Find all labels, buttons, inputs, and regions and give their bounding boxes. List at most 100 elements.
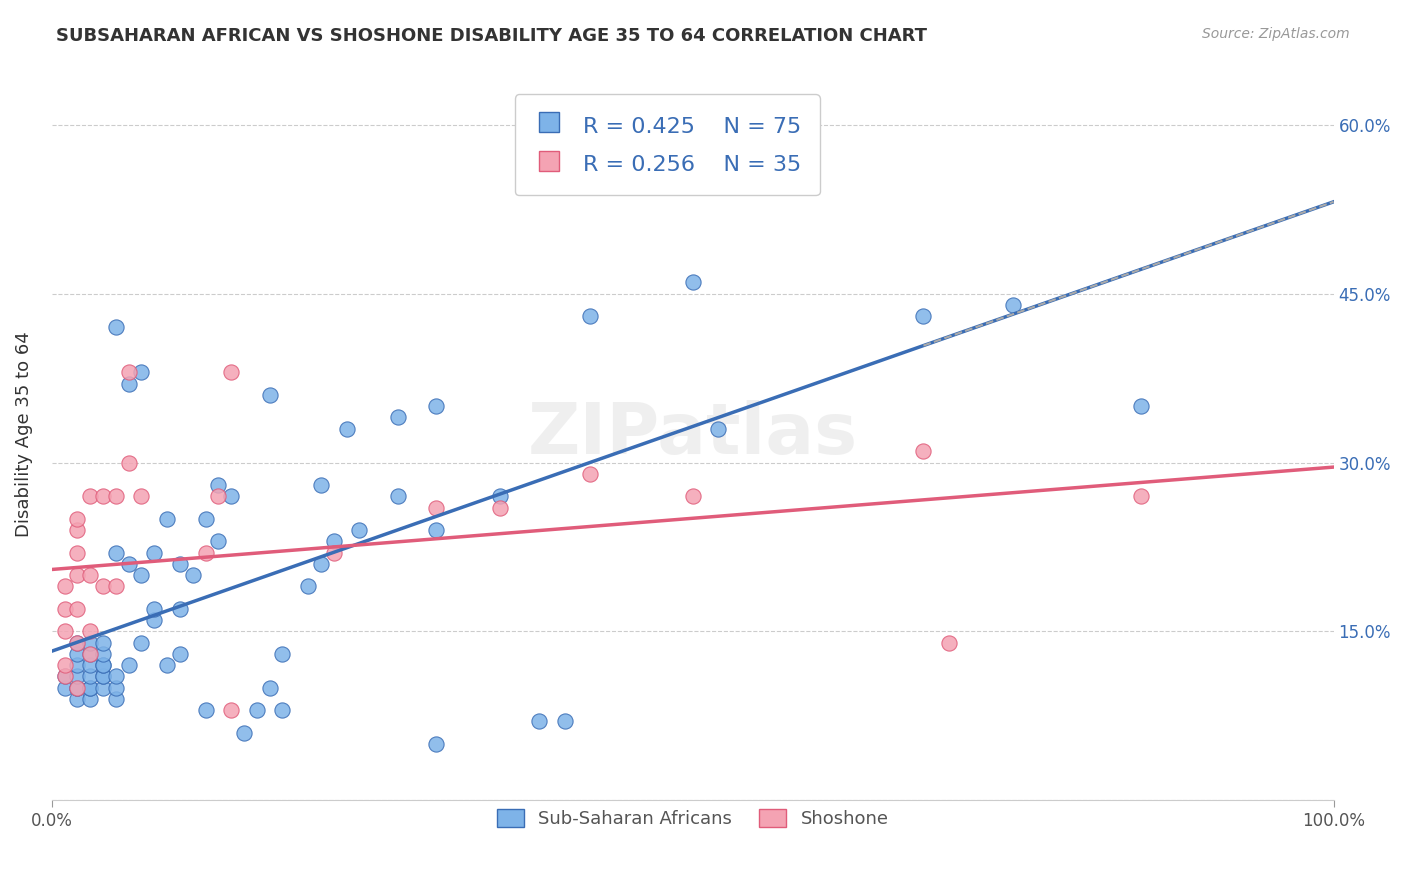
Point	[91, 669, 114, 683]
Point	[91, 647, 114, 661]
Point	[169, 557, 191, 571]
Point	[66, 635, 89, 649]
Point	[53, 579, 76, 593]
Point	[79, 647, 101, 661]
Point	[91, 635, 114, 649]
Point	[156, 512, 179, 526]
Point	[79, 635, 101, 649]
Point	[349, 523, 371, 537]
Point	[425, 523, 447, 537]
Point	[219, 366, 242, 380]
Point	[207, 534, 229, 549]
Point	[118, 456, 141, 470]
Point	[259, 388, 281, 402]
Point	[181, 568, 204, 582]
Point	[66, 692, 89, 706]
Point	[53, 681, 76, 695]
Point	[707, 422, 730, 436]
Y-axis label: Disability Age 35 to 64: Disability Age 35 to 64	[15, 332, 32, 537]
Point	[104, 669, 127, 683]
Point	[219, 703, 242, 717]
Point	[131, 568, 153, 582]
Point	[104, 545, 127, 559]
Point	[104, 489, 127, 503]
Point	[66, 523, 89, 537]
Point	[118, 376, 141, 391]
Point	[271, 703, 294, 717]
Point	[66, 647, 89, 661]
Point	[66, 681, 89, 695]
Point	[553, 714, 575, 729]
Point	[194, 703, 217, 717]
Point	[194, 545, 217, 559]
Point	[79, 647, 101, 661]
Point	[219, 489, 242, 503]
Point	[131, 366, 153, 380]
Point	[118, 366, 141, 380]
Point	[104, 579, 127, 593]
Point	[66, 635, 89, 649]
Point	[1002, 298, 1025, 312]
Point	[79, 489, 101, 503]
Point	[79, 681, 101, 695]
Point	[579, 309, 602, 323]
Point	[79, 568, 101, 582]
Point	[104, 681, 127, 695]
Point	[938, 635, 960, 649]
Point	[322, 534, 344, 549]
Point	[79, 624, 101, 639]
Point	[912, 444, 935, 458]
Point	[425, 500, 447, 515]
Point	[233, 725, 256, 739]
Point	[207, 478, 229, 492]
Point	[655, 174, 678, 188]
Point	[259, 681, 281, 695]
Point	[91, 681, 114, 695]
Text: SUBSAHARAN AFRICAN VS SHOSHONE DISABILITY AGE 35 TO 64 CORRELATION CHART: SUBSAHARAN AFRICAN VS SHOSHONE DISABILIT…	[56, 27, 927, 45]
Point	[53, 669, 76, 683]
Point	[91, 579, 114, 593]
Text: Source: ZipAtlas.com: Source: ZipAtlas.com	[1202, 27, 1350, 41]
Point	[156, 658, 179, 673]
Point	[91, 669, 114, 683]
Point	[309, 478, 332, 492]
Point	[322, 545, 344, 559]
Point	[118, 557, 141, 571]
Point	[246, 703, 269, 717]
Point	[79, 658, 101, 673]
Point	[118, 658, 141, 673]
Point	[297, 579, 319, 593]
Point	[169, 602, 191, 616]
Point	[489, 489, 512, 503]
Point	[53, 669, 76, 683]
Point	[194, 512, 217, 526]
Point	[336, 422, 359, 436]
Point	[66, 681, 89, 695]
Point	[53, 624, 76, 639]
Point	[271, 647, 294, 661]
Point	[1130, 399, 1153, 413]
Point	[66, 658, 89, 673]
Point	[143, 602, 166, 616]
Point	[387, 489, 409, 503]
Point	[169, 647, 191, 661]
Point	[66, 681, 89, 695]
Point	[79, 692, 101, 706]
Point	[912, 309, 935, 323]
Point	[425, 399, 447, 413]
Point	[387, 410, 409, 425]
Point	[207, 489, 229, 503]
Point	[79, 669, 101, 683]
Point	[91, 658, 114, 673]
Point	[131, 489, 153, 503]
Point	[66, 512, 89, 526]
Point	[682, 489, 704, 503]
Legend: Sub-Saharan Africans, Shoshone: Sub-Saharan Africans, Shoshone	[489, 801, 896, 835]
Point	[53, 658, 76, 673]
Point	[79, 681, 101, 695]
Point	[527, 714, 550, 729]
Text: ZIPatlas: ZIPatlas	[527, 400, 858, 469]
Point	[53, 602, 76, 616]
Point	[143, 613, 166, 627]
Point	[91, 658, 114, 673]
